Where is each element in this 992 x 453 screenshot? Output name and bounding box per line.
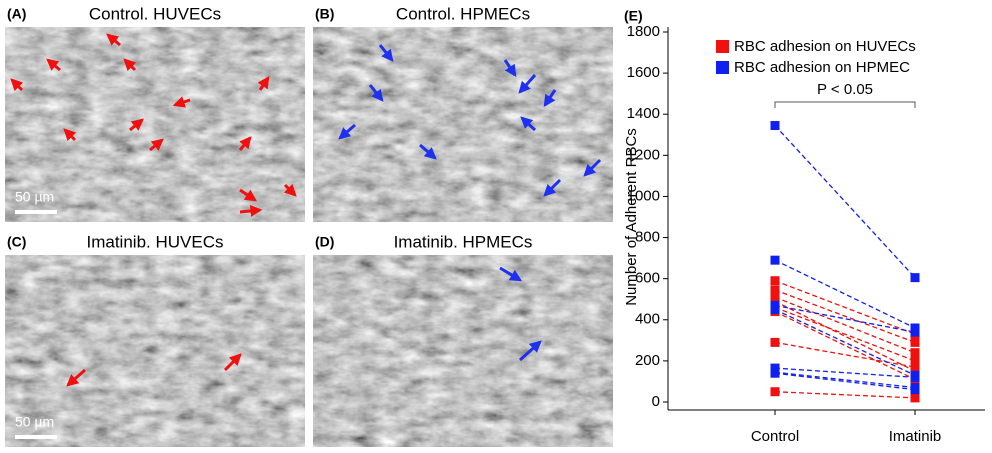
- arrow: [503, 59, 517, 77]
- chart: (E) 0 200 400 600 800 1000 1200 1400 1600 1800 Cont…: [623, 8, 985, 445]
- panel-label: (A): [7, 6, 26, 22]
- arrow: [46, 58, 61, 72]
- pair-line: [774, 300, 916, 372]
- arrow: [123, 58, 137, 72]
- y-tick-label: 1000: [627, 187, 660, 204]
- panel-label: (B): [315, 6, 334, 22]
- arrow: [106, 33, 121, 47]
- scale-bar: [15, 435, 57, 439]
- arrow: [419, 143, 437, 160]
- pair-line: [774, 310, 916, 380]
- arrow: [66, 368, 86, 387]
- arrow: [257, 76, 270, 91]
- point: [770, 387, 780, 397]
- panel-title: Imatinib. HPMECs: [394, 232, 533, 251]
- annotation: P < 0.05: [817, 81, 873, 98]
- y-tick-label: 1600: [627, 64, 660, 81]
- legend-label: RBC adhesion on HUVECs: [734, 38, 916, 55]
- scale-bar-label: 50 µm: [15, 414, 54, 430]
- point: [910, 356, 920, 366]
- arrow: [10, 78, 24, 92]
- legend-swatch: [716, 40, 729, 53]
- pair-line: [774, 280, 916, 335]
- y-tick-label: 800: [635, 229, 660, 246]
- arrow: [172, 96, 191, 108]
- pair-line: [774, 259, 916, 329]
- arrow: [368, 84, 384, 102]
- arrow: [129, 118, 144, 132]
- point: [770, 255, 780, 265]
- arrow: [149, 138, 164, 152]
- pair-line: [774, 372, 916, 391]
- y-tick-label: 200: [635, 352, 660, 369]
- arrow: [520, 116, 537, 132]
- arrow: [239, 188, 257, 202]
- point: [770, 276, 780, 286]
- arrow: [378, 44, 394, 62]
- arrow: [239, 204, 263, 217]
- panel-label: (D): [315, 234, 334, 250]
- point: [770, 337, 780, 347]
- pair-line: [774, 371, 916, 389]
- y-tick-label: 1400: [627, 105, 660, 122]
- y-axis-label: Number of Adherent RBCs: [623, 128, 640, 306]
- panel-label: (C): [7, 234, 26, 250]
- arrow: [338, 123, 356, 140]
- y-tick-label: 0: [652, 393, 660, 410]
- point: [910, 372, 920, 382]
- significance-bracket: [774, 101, 916, 108]
- arrow: [63, 128, 77, 142]
- x-tick-label: Control: [751, 428, 799, 445]
- point: [910, 327, 920, 337]
- pair-line: [774, 304, 916, 333]
- y-tick-label: 1800: [627, 23, 660, 40]
- x-tick-label: Imatinib: [889, 428, 942, 445]
- pair-line: [774, 296, 916, 354]
- point: [770, 368, 780, 378]
- scale-bar: [15, 210, 57, 214]
- point: [770, 285, 780, 295]
- scale-bar-label: 50 µm: [15, 189, 54, 205]
- point: [770, 121, 780, 131]
- point: [910, 337, 920, 347]
- pair-line: [774, 367, 916, 378]
- point: [910, 362, 920, 372]
- point: [770, 305, 780, 314]
- pair-line: [774, 308, 916, 376]
- panel-label: (E): [624, 8, 643, 24]
- pair-line: [774, 391, 916, 399]
- pair-line: [774, 289, 916, 343]
- micrograph: [313, 255, 613, 447]
- point: [910, 273, 920, 283]
- point: [910, 393, 920, 403]
- point: [910, 385, 920, 395]
- arrow: [518, 74, 537, 94]
- point: [910, 348, 920, 358]
- micrograph: [313, 27, 613, 222]
- arrow: [238, 136, 252, 151]
- arrow: [499, 266, 523, 282]
- panel-title: Control. HPMECs: [396, 4, 530, 23]
- y-tick-label: 1200: [627, 146, 660, 163]
- panel-title: Control. HUVECs: [89, 4, 221, 23]
- pair-line: [774, 341, 916, 368]
- pair-line: [774, 306, 916, 362]
- legend-swatch: [716, 61, 729, 74]
- arrow: [283, 183, 297, 197]
- micrograph: [5, 255, 305, 447]
- arrow: [543, 89, 557, 107]
- pair-line: [774, 125, 916, 279]
- arrow: [583, 158, 602, 177]
- panel-title: Imatinib. HUVECs: [87, 232, 224, 251]
- arrow: [518, 340, 542, 362]
- legend-label: RBC adhesion on HPMEC: [734, 59, 910, 76]
- arrow: [543, 178, 562, 197]
- image-panels: (A) Control. HUVECs 50 µm (B) Control. HPMEC…: [5, 4, 613, 447]
- y-tick-label: 600: [635, 270, 660, 287]
- arrow: [223, 353, 242, 372]
- y-tick-label: 400: [635, 311, 660, 328]
